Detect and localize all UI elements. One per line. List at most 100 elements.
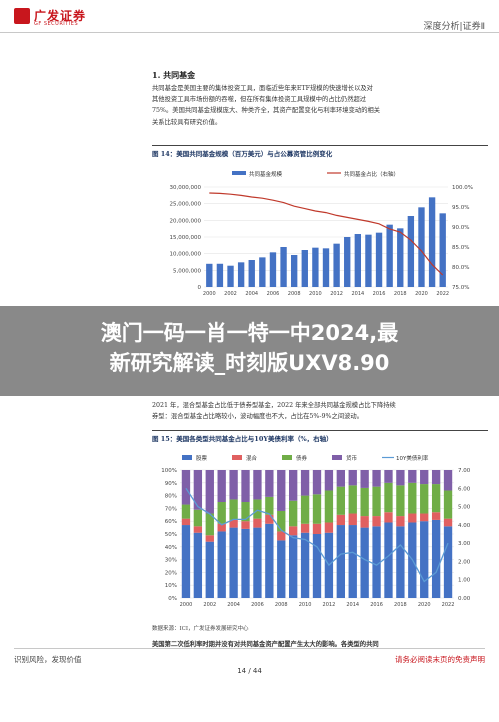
- stacked-bar-segment: [241, 470, 250, 502]
- legend-label: 货币: [346, 454, 358, 462]
- y2-tick-label: 0.00: [458, 596, 471, 602]
- bar: [344, 237, 351, 287]
- stacked-bar-segment: [396, 485, 405, 517]
- section-paragraph: 共同基金是美国主要的集体投资工具，面临近些年来ETF规模的快速增长以及对 其他投…: [152, 83, 488, 128]
- legend-label: 股票: [196, 455, 208, 462]
- stacked-bar-segment: [193, 526, 203, 533]
- stacked-bar-segment: [193, 470, 203, 510]
- stacked-bar-segment: [408, 482, 417, 514]
- x-tick-label: 2010: [299, 602, 312, 608]
- paragraph-line: 其他投资工具市场份额的吞噬，但在所有集体投资工具规模中的占比仍然超过: [152, 96, 367, 104]
- x-tick-label: 2006: [267, 291, 280, 297]
- figure-15-title: 图 15：美国各类型共同基金占比与10Y美债利率（%，右轴）: [152, 430, 488, 447]
- footer-disclaimer: 请务必阅读末页的免责声明: [395, 655, 485, 664]
- y-tick-label: 15,000,000: [170, 235, 202, 241]
- stacked-bar-segment: [241, 528, 250, 598]
- share-line: [209, 192, 444, 276]
- bar: [375, 232, 383, 287]
- x-tick-label: 2010: [309, 291, 322, 297]
- stacked-bar-segment: [312, 494, 322, 524]
- y-tick-label: 25,000,000: [170, 202, 202, 208]
- x-tick-label: 2012: [323, 602, 336, 608]
- x-tick-label: 2012: [330, 291, 343, 297]
- stacked-bar-segment: [420, 470, 429, 485]
- legend-label: 债券: [296, 454, 308, 462]
- footer-slogan: 识别风险，发现价值: [14, 655, 82, 664]
- y2-tick-label: 1.00: [458, 578, 471, 584]
- figure-15-svg: 股票 混合 债券 货币 10Y美债利率 0% 10% 20% 30% 40% 50% 60% 70% 80…: [161, 454, 471, 608]
- x-tick-label: 2002: [203, 602, 216, 608]
- y-tick-label: 40%: [165, 545, 177, 551]
- stacked-bar-segment: [396, 470, 405, 486]
- stacked-bar-segment: [360, 527, 369, 598]
- y-tick-label: 70%: [165, 506, 177, 512]
- paragraph-line: 2021 年，混合型基金占比低于债券型基金，2022 年来全部共同基金规模占比下…: [152, 402, 396, 409]
- stacked-bar-segment: [420, 484, 429, 514]
- y2-tick-label: 4.00: [458, 523, 471, 529]
- page-number: 14 / 44: [237, 667, 262, 675]
- stacked-bar-segment: [324, 490, 334, 523]
- overlay-headline[interactable]: 澳门一码一肖一特一中2024,最 新研究解读_时刻版UXV8.90: [0, 318, 499, 378]
- stacked-bar-segment: [372, 486, 381, 517]
- y2-tick-label: 100.0%: [452, 185, 473, 191]
- stacked-bar-segment: [336, 514, 345, 526]
- stacked-bar-segment: [396, 526, 405, 598]
- stacked-bar-segment: [253, 527, 262, 598]
- stacked-bar-segment: [241, 502, 250, 522]
- bar: [227, 265, 234, 287]
- stacked-bar-segment: [205, 541, 214, 598]
- y2-tick-label: 6.00: [458, 486, 471, 492]
- legend-swatch: [182, 455, 192, 460]
- stacked-bar-segment: [193, 532, 203, 598]
- stacked-bar-segment: [277, 531, 286, 541]
- x-tick-label: 2022: [436, 291, 449, 297]
- stacked-bar-segment: [384, 482, 393, 513]
- bar: [259, 257, 266, 287]
- footer-divider: [14, 648, 485, 649]
- x-tick-label: 2006: [251, 602, 264, 608]
- stacked-bar-segment: [205, 513, 214, 536]
- bar: [216, 263, 224, 287]
- page-footer: 识别风险，发现价值 请务必阅读末页的免责声明 14 / 44: [0, 648, 499, 722]
- stacked-bar-segment: [372, 526, 381, 598]
- x-tick-label: 2016: [370, 602, 383, 608]
- stacked-bar-segment: [408, 513, 417, 523]
- stacked-bar-segment: [372, 470, 381, 487]
- stacked-bar-segment: [443, 526, 453, 598]
- legend-swatch: [282, 455, 292, 460]
- y2-tick-label: 3.00: [458, 541, 471, 547]
- stacked-bar-segment: [205, 535, 214, 542]
- paragraph-line: 75%。美国共同基金规模庞大、种类齐全，其资产配置变化与利率环境变动的相关: [152, 107, 381, 115]
- stacked-bar-segment: [277, 510, 286, 532]
- bar: [206, 263, 213, 287]
- stacked-bar-segment: [431, 484, 441, 513]
- x-tick-label: 2020: [415, 291, 428, 297]
- legend-label: 共同基金规模: [249, 170, 283, 178]
- x-tick-label: 2004: [245, 291, 258, 297]
- stacked-bar-segment: [372, 516, 381, 527]
- stacked-bar-segment: [300, 532, 310, 598]
- bar: [280, 247, 287, 287]
- y-tick-label: 10,000,000: [170, 252, 202, 258]
- stacked-bar-segment: [277, 470, 286, 511]
- stacked-bar-segment: [181, 518, 191, 526]
- y-tick-label: 80%: [165, 494, 177, 500]
- bar: [407, 216, 415, 287]
- y2-tick-label: 85.0%: [452, 245, 469, 251]
- bottom-paragraph: 美国第二次低利率时期并没有对共同基金资产配置产生太大的影响。各类型的共同: [152, 639, 488, 650]
- bar: [428, 197, 436, 287]
- stacked-bar-segment: [348, 485, 357, 514]
- x-tick-label: 2004: [227, 602, 240, 608]
- y2-tick-label: 2.00: [458, 559, 471, 565]
- stacked-bar-segment: [217, 531, 226, 598]
- stacked-bar-segment: [265, 496, 274, 515]
- logo-text-en: GF SECURITIES: [34, 21, 79, 27]
- y-tick-label: 10%: [165, 583, 177, 589]
- figure-15-chart: 股票 混合 债券 货币 10Y美债利率 0% 10% 20% 30% 40% 50% 60% 70% 80…: [152, 448, 488, 618]
- stacked-bar-segment: [384, 470, 393, 483]
- y2-tick-label: 95.0%: [452, 205, 469, 211]
- x-tick-label: 2002: [224, 291, 237, 297]
- stacked-bar-segment: [443, 470, 453, 491]
- section-title: 1. 共同基金: [152, 70, 196, 80]
- y-tick-label: 20%: [165, 570, 177, 576]
